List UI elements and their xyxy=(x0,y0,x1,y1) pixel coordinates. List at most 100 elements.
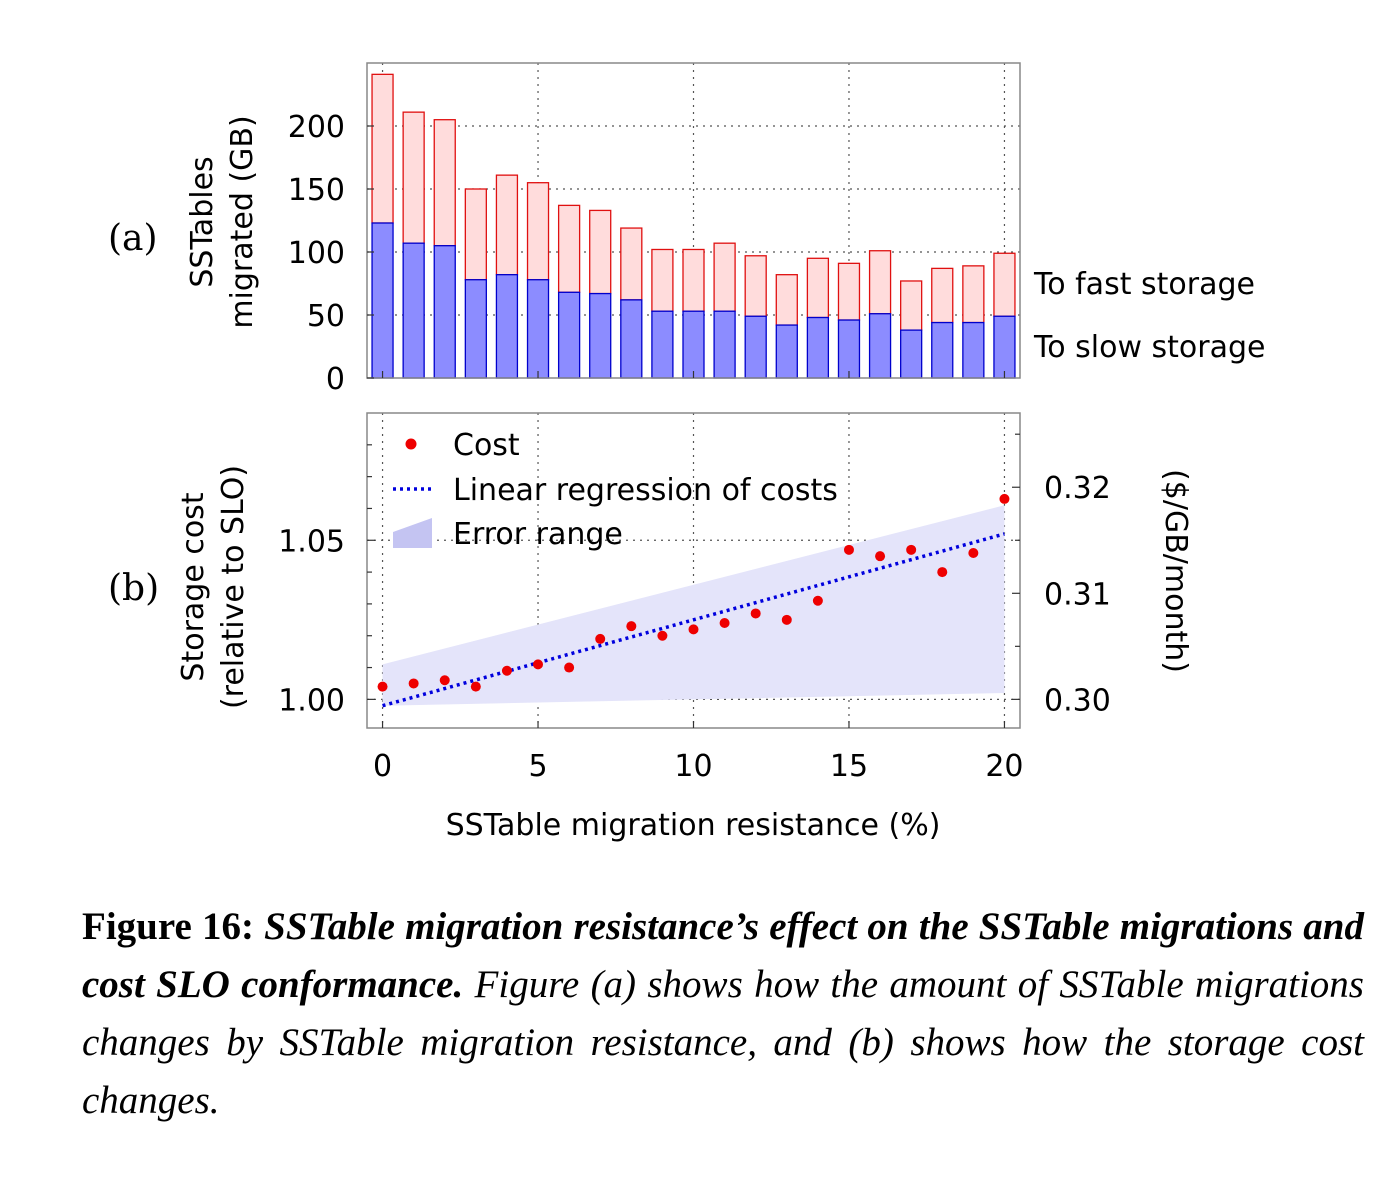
cost-point xyxy=(812,595,823,606)
bar-fast-storage xyxy=(682,248,705,312)
bar-fast-storage xyxy=(433,119,456,247)
bar-slow-storage xyxy=(931,321,954,379)
y-axis-label: Storage cost (relative to SLO) xyxy=(176,465,251,709)
cost-point xyxy=(408,678,419,689)
legend-cost-marker xyxy=(405,438,417,450)
bar-fast-storage xyxy=(931,267,954,324)
y2-tick-label: 0.30 xyxy=(1044,683,1111,718)
x-tick-label: 0 xyxy=(373,749,392,784)
series-label-fast: To fast storage xyxy=(1033,267,1255,302)
cost-point xyxy=(999,493,1010,504)
cost-point xyxy=(875,551,886,562)
cost-point xyxy=(501,665,512,676)
figure-caption: Figure 16: SSTable migration resistance’… xyxy=(82,898,1364,1130)
cost-point xyxy=(439,675,450,686)
cost-point xyxy=(657,630,668,641)
bar-slow-storage xyxy=(744,315,767,379)
bar-fast-storage xyxy=(837,262,861,321)
bar-slow-storage xyxy=(806,316,830,379)
caption-body: Figure (a) shows how the amount of SSTab… xyxy=(82,963,1364,1122)
bar-slow-storage xyxy=(620,299,643,379)
cost-point xyxy=(377,681,388,692)
bar-slow-storage xyxy=(589,292,612,379)
cost-point xyxy=(937,567,948,578)
bar-slow-storage xyxy=(651,310,674,379)
bar-slow-storage xyxy=(557,291,581,379)
bar-fast-storage xyxy=(713,242,736,312)
y-tick-label: 50 xyxy=(307,299,345,334)
error-range-band xyxy=(382,505,1005,706)
bar-slow-storage xyxy=(495,274,519,379)
y-tick-label: 200 xyxy=(288,110,345,145)
legend-regression-label: Linear regression of costs xyxy=(453,473,838,508)
legend-error-marker xyxy=(393,518,432,548)
bar-fast-storage xyxy=(806,257,830,319)
bar-slow-storage xyxy=(682,310,705,379)
y-tick-label: 150 xyxy=(288,173,345,208)
y-axis-label-line: SSTables xyxy=(185,156,220,287)
bar-slow-storage xyxy=(713,310,736,379)
y-tick-label: 0 xyxy=(326,362,345,397)
cost-point xyxy=(719,618,730,628)
panel-b: 1.00 1.05 0.30 0.31 0.32 0 5 10 15 20 Cost Linear r… xyxy=(108,412,1193,843)
y-axis-label-line: migrated (GB) xyxy=(225,115,260,328)
bar-slow-storage xyxy=(993,315,1016,379)
cost-point xyxy=(843,544,854,555)
bar-slow-storage xyxy=(464,279,487,379)
cost-point xyxy=(533,659,544,670)
y2-tick-label: 0.31 xyxy=(1044,577,1111,612)
y-axis-label-line: (relative to SLO) xyxy=(216,465,251,709)
bar-fast-storage xyxy=(868,250,892,315)
bar-fast-storage xyxy=(526,182,550,281)
legend-cost-label: Cost xyxy=(453,428,520,463)
bar-slow-storage xyxy=(868,313,892,379)
x-axis-label: SSTable migration resistance (%) xyxy=(446,808,941,843)
cost-point xyxy=(564,662,575,673)
y-tick-label: 100 xyxy=(288,236,345,271)
series-label-slow: To slow storage xyxy=(1033,330,1265,365)
cost-point xyxy=(968,548,979,558)
bar-fast-storage xyxy=(962,265,985,324)
bar-slow-storage xyxy=(900,329,923,379)
x-tick-label: 15 xyxy=(830,749,868,784)
caption-title: SSTable migration resistance’s effect on… xyxy=(82,905,1365,1006)
legend-error-label: Error range xyxy=(453,517,623,552)
y-tick-label: 1.00 xyxy=(278,683,345,718)
y-axis-label: SSTables migrated (GB) xyxy=(185,115,260,328)
y2-tick-label: 0.32 xyxy=(1044,471,1111,506)
bar-fast-storage xyxy=(371,73,394,224)
bar-slow-storage xyxy=(775,324,798,379)
y2-axis-label: ($/GB/month) xyxy=(1158,469,1193,673)
bar-slow-storage xyxy=(837,319,861,379)
bar-slow-storage xyxy=(402,242,425,379)
caption-label: Figure 16: xyxy=(82,905,254,948)
panel-label-a: (a) xyxy=(108,218,158,259)
cost-point xyxy=(688,624,699,635)
bar-slow-storage xyxy=(526,279,550,379)
bar-fast-storage xyxy=(620,227,643,301)
bar-fast-storage xyxy=(651,248,674,312)
bar-fast-storage xyxy=(495,174,519,276)
x-tick-label: 20 xyxy=(985,749,1023,784)
regression-line xyxy=(382,532,1005,708)
bar-fast-storage xyxy=(464,188,487,281)
cost-point xyxy=(595,633,606,644)
cost-point xyxy=(626,621,637,632)
x-tick-label: 5 xyxy=(528,749,547,784)
bar-fast-storage xyxy=(589,209,612,295)
panel-a: 0 50 100 150 200 To fast storage To slow stora… xyxy=(108,62,1265,397)
bar-fast-storage xyxy=(557,204,581,293)
bar-slow-storage xyxy=(962,321,985,379)
cost-point xyxy=(470,681,481,692)
y-tick-label: 1.05 xyxy=(278,524,345,559)
bar-slow-storage xyxy=(433,245,456,379)
cost-point xyxy=(906,544,917,555)
bar-fast-storage xyxy=(744,255,767,317)
cost-point xyxy=(781,614,792,625)
bar-slow-storage xyxy=(371,222,394,379)
cost-point xyxy=(750,608,761,619)
x-tick-label: 10 xyxy=(674,749,712,784)
bar-fast-storage xyxy=(775,274,798,326)
y-axis-label-line: Storage cost xyxy=(176,492,211,681)
bar-fast-storage xyxy=(402,111,425,244)
